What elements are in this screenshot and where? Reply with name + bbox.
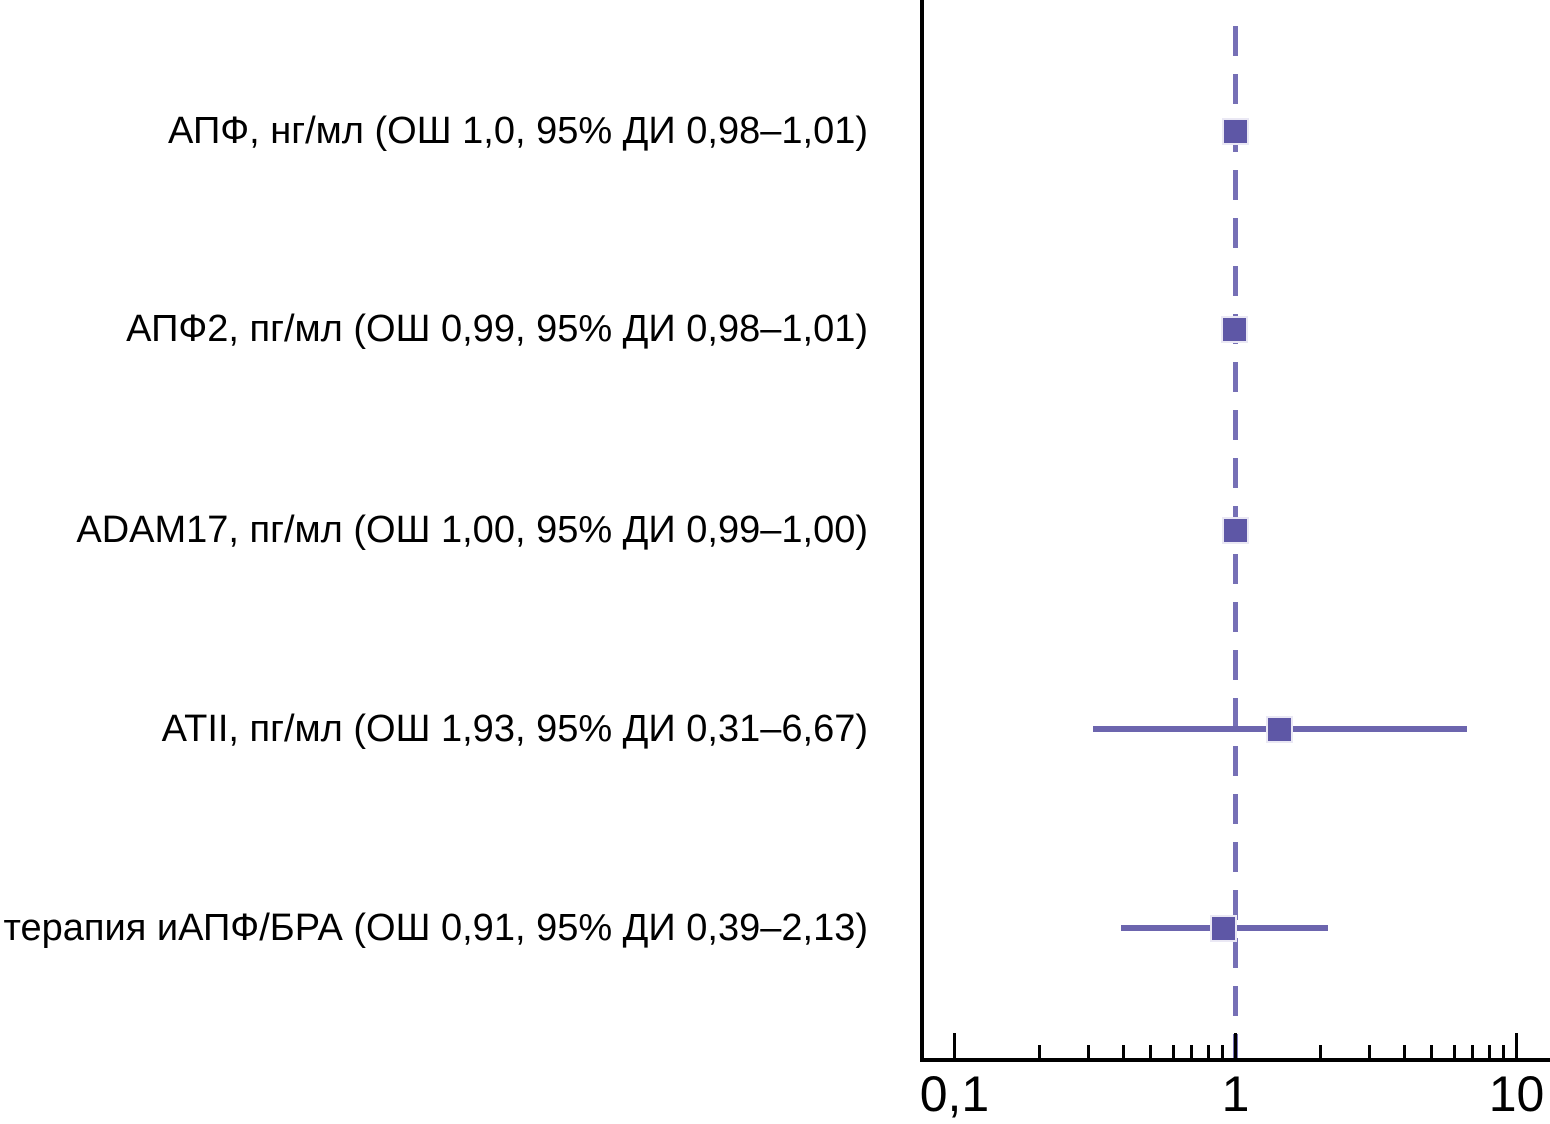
x-axis-tick-label: 0,1 — [919, 1066, 990, 1122]
x-axis-major-tick — [1234, 1033, 1237, 1058]
x-axis-major-tick — [953, 1033, 956, 1058]
x-axis-minor-tick — [1471, 1045, 1475, 1058]
or-marker — [1222, 516, 1249, 544]
x-axis-tick-label: 1 — [1221, 1066, 1250, 1122]
x-axis-minor-tick — [1452, 1045, 1456, 1058]
x-axis-minor-tick — [1368, 1045, 1372, 1058]
x-axis-minor-tick — [1190, 1045, 1194, 1058]
x-axis-tick-label: 10 — [1488, 1066, 1545, 1122]
x-axis-minor-tick — [1206, 1045, 1210, 1058]
or-marker — [1265, 715, 1293, 743]
x-axis-minor-tick — [1122, 1045, 1126, 1058]
plot-area — [920, 0, 1550, 1062]
row-label: терапия иАПФ/БРА (ОШ 0,91, 95% ДИ 0,39–2… — [3, 907, 868, 949]
x-axis-minor-tick — [1430, 1045, 1434, 1058]
row-label: АПФ, нг/мл (ОШ 1,0, 95% ДИ 0,98–1,01) — [168, 110, 868, 152]
x-axis-minor-tick — [1149, 1045, 1153, 1058]
x-axis-minor-tick — [1087, 1045, 1091, 1058]
row-label: АПФ2, пг/мл (ОШ 0,99, 95% ДИ 0,98–1,01) — [126, 308, 868, 350]
x-axis-minor-tick — [1171, 1045, 1175, 1058]
or-marker — [1220, 315, 1248, 343]
x-axis-major-tick — [1515, 1033, 1518, 1058]
x-axis-minor-tick — [1037, 1045, 1041, 1058]
row-label: ATII, пг/мл (ОШ 1,93, 95% ДИ 0,31–6,67) — [161, 708, 868, 750]
x-axis-minor-tick — [1221, 1045, 1225, 1058]
or-marker — [1222, 117, 1249, 145]
row-label: ADAM17, пг/мл (ОШ 1,00, 95% ДИ 0,99–1,00… — [76, 509, 868, 551]
or-marker — [1210, 914, 1238, 942]
x-axis-minor-tick — [1487, 1045, 1491, 1058]
plot-inner — [924, 0, 1550, 1058]
x-axis-minor-tick — [1403, 1045, 1407, 1058]
x-axis-minor-tick — [1502, 1045, 1506, 1058]
x-axis-minor-tick — [1318, 1045, 1322, 1058]
